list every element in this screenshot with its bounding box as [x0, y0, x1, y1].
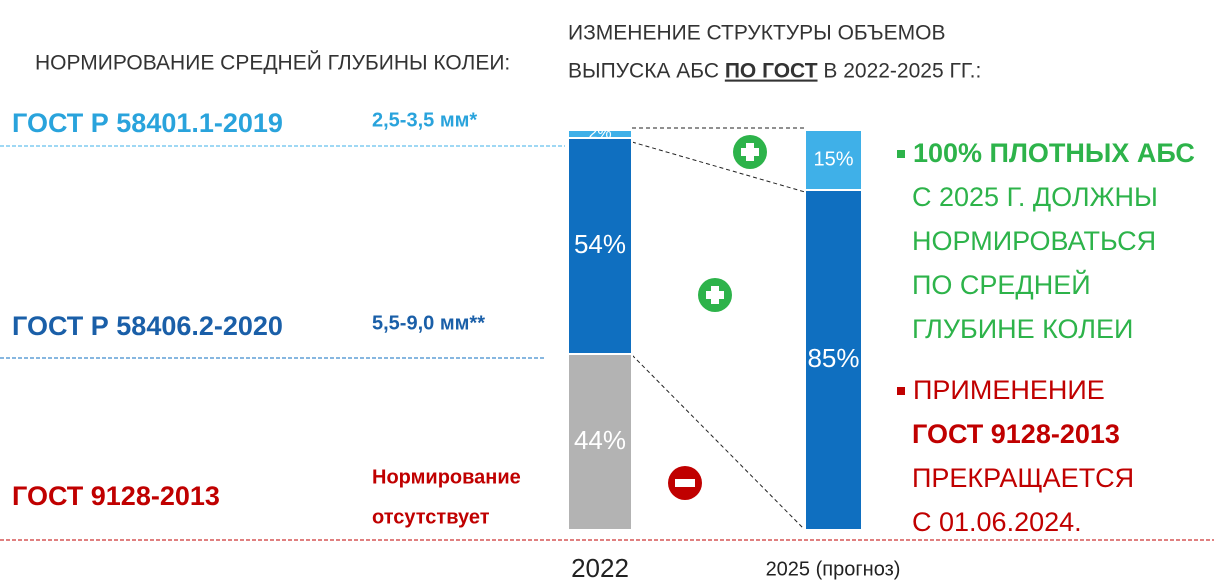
point-text: НОРМИРОВАТЬСЯ — [912, 226, 1156, 256]
value-label: 15% — [813, 148, 853, 170]
gost-name: ГОСТ 9128-2013 — [12, 481, 220, 511]
bullet — [897, 150, 905, 158]
connector — [631, 141, 806, 193]
bar-segment — [804, 189, 863, 531]
point-text: ГЛУБИНЕ КОЛЕИ — [912, 314, 1133, 344]
chart-title: В 2022-2025 ГГ.: — [818, 60, 982, 83]
x-tick-label: 2022 — [571, 553, 629, 583]
left-title: НОРМИРОВАНИЕ СРЕДНЕЙ ГЛУБИНЫ КОЛЕИ: — [35, 51, 510, 75]
point-text: ПО СРЕДНЕЙ — [912, 269, 1091, 300]
chart-title: ИЗМЕНЕНИЕ СТРУКТУРЫ ОБЪЕМОВ — [568, 22, 945, 45]
norm: 5,5-9,0 мм** — [372, 312, 485, 334]
x-tick-label: 2025 (прогноз) — [766, 558, 901, 580]
bar-segment — [567, 129, 633, 139]
connector — [631, 354, 806, 531]
point-text: ПРЕКРАЩАЕТСЯ — [912, 463, 1134, 493]
minus-icon — [668, 466, 702, 500]
plus-icon — [733, 135, 767, 169]
plus-icon — [698, 278, 732, 312]
bar-segment — [804, 129, 863, 191]
point-text: 100% ПЛОТНЫХ АБС — [913, 138, 1195, 168]
gost-name: ГОСТ Р 58401.1-2019 — [12, 108, 283, 138]
point-text: С 2025 Г. ДОЛЖНЫ — [912, 182, 1158, 212]
value-label: 2% — [588, 125, 611, 142]
point-text: С 01.06.2024. — [912, 507, 1082, 537]
gost-name: ГОСТ Р 58406.2-2020 — [12, 311, 283, 341]
chart-title: ПО ГОСТ — [725, 60, 818, 83]
chart-title: ВЫПУСКА АБС — [568, 60, 725, 83]
value-label: 54% — [574, 229, 626, 259]
point-text: ПРИМЕНЕНИЕ — [913, 375, 1105, 405]
value-label: 44% — [574, 425, 626, 455]
norm: 2,5-3,5 мм* — [372, 109, 477, 131]
value-label: 85% — [807, 343, 859, 373]
bullet — [897, 387, 905, 395]
norm: отсутствует — [372, 506, 490, 528]
point-text: ГОСТ 9128-2013 — [912, 419, 1120, 449]
norm: Нормирование — [372, 466, 521, 488]
bar-segment — [567, 353, 633, 531]
